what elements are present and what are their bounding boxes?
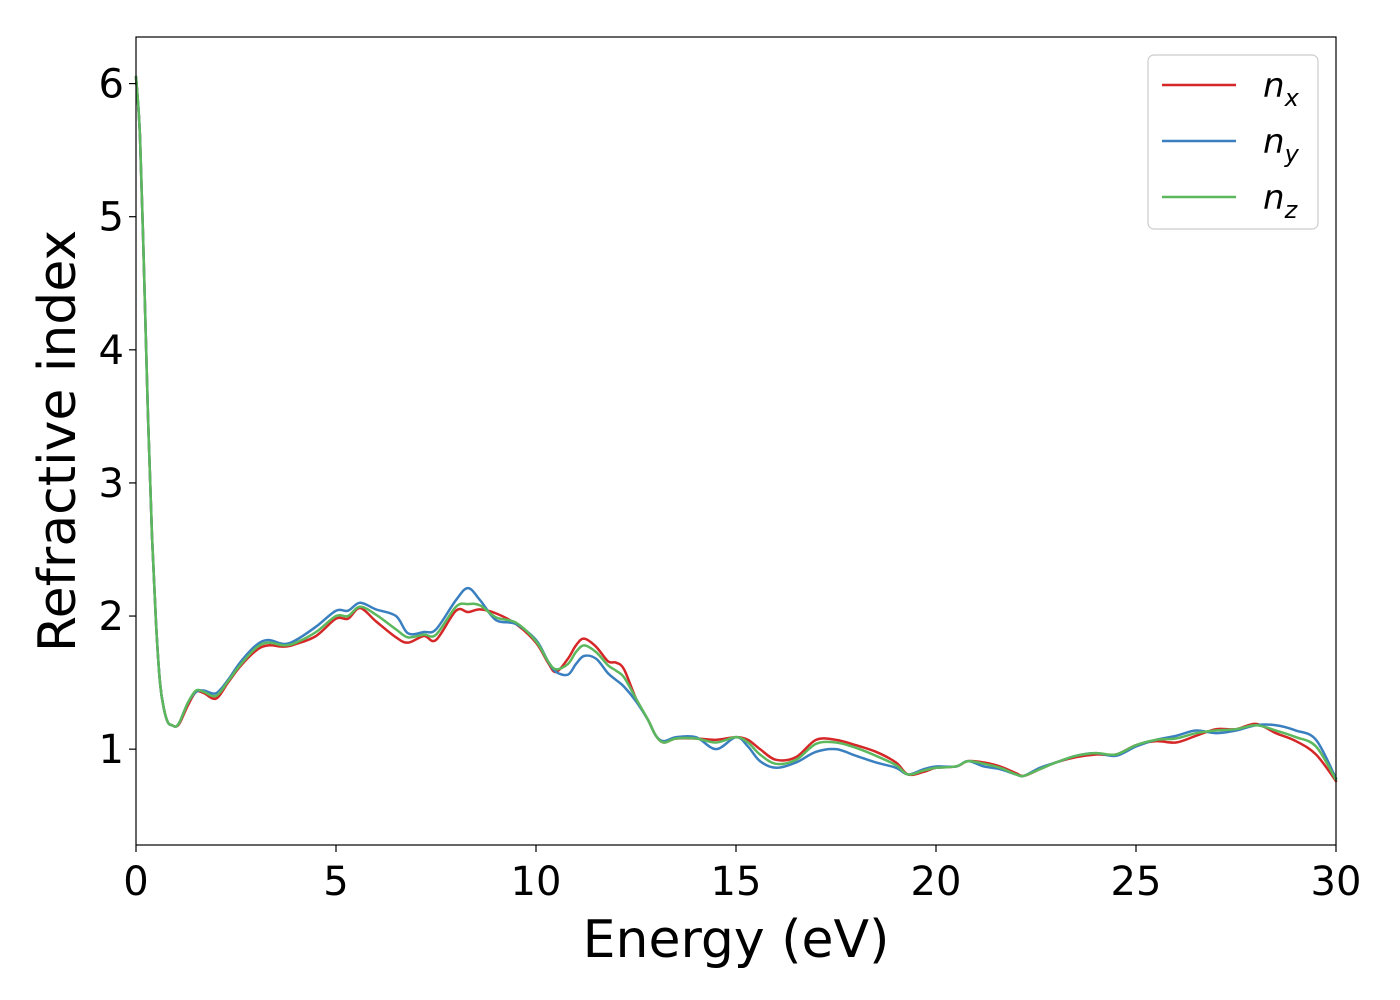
x-tick-label: 15 xyxy=(711,859,762,905)
x-axis: 0 5 10 15 20 25 30 xyxy=(123,845,1361,905)
x-tick-label: 25 xyxy=(1111,859,1162,905)
series-line-n_z xyxy=(134,75,1338,782)
x-tick-label: 10 xyxy=(511,859,562,905)
legend-label-base: n xyxy=(1263,66,1285,106)
x-tick-label: 0 xyxy=(123,859,148,905)
x-tick-label: 5 xyxy=(323,859,348,905)
y-tick-label: 6 xyxy=(99,62,124,108)
y-tick-label: 2 xyxy=(99,594,124,640)
legend-label-n_x: nx xyxy=(1263,66,1300,112)
y-tick-label: 5 xyxy=(99,195,124,241)
legend-label-subscript: x xyxy=(1284,84,1300,112)
y-axis: 1 2 3 4 5 6 xyxy=(99,62,136,773)
legend-label-base: n xyxy=(1263,122,1285,162)
y-axis-label: Refractive index xyxy=(28,230,88,652)
legend-label-subscript: y xyxy=(1284,140,1300,168)
legend-label-n_y: ny xyxy=(1263,122,1300,168)
y-tick-label: 3 xyxy=(99,461,124,507)
y-tick-label: 1 xyxy=(99,727,124,773)
legend-label-base: n xyxy=(1263,178,1285,218)
legend-label-n_z: nz xyxy=(1263,178,1299,224)
x-tick-label: 30 xyxy=(1311,859,1362,905)
x-tick-label: 20 xyxy=(911,859,962,905)
legend-label-subscript: z xyxy=(1284,196,1299,224)
y-tick-label: 4 xyxy=(99,328,124,374)
series-layer xyxy=(134,75,1338,783)
x-axis-label: Energy (eV) xyxy=(583,910,890,970)
